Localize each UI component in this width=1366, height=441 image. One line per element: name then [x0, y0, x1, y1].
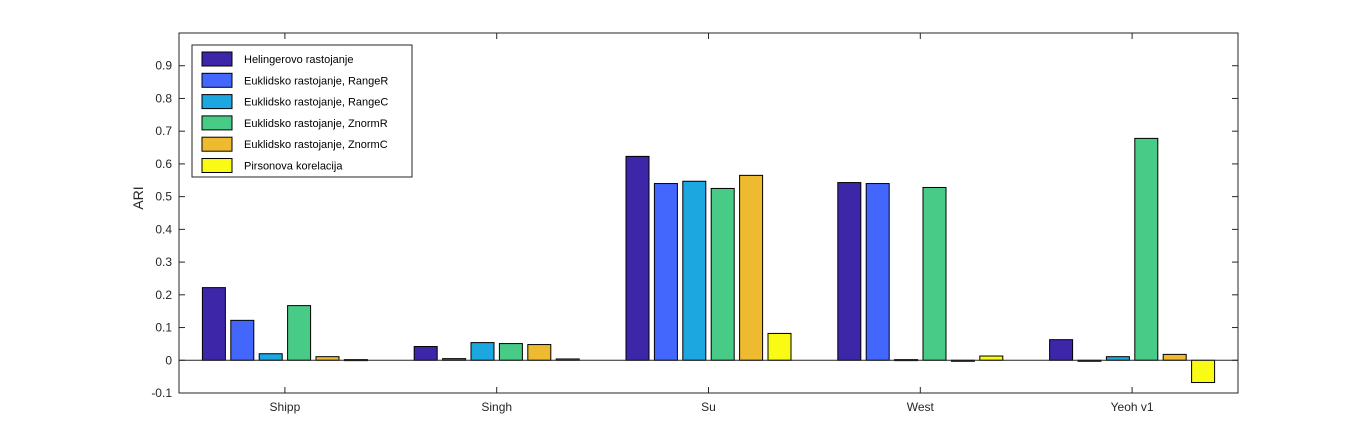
- bar: [230, 319, 255, 361]
- x-tick-label: Shipp: [270, 400, 301, 414]
- bar: [865, 183, 890, 361]
- legend: Helingerovo rastojanje Euklidsko rastojan…: [191, 44, 413, 178]
- bar: [922, 186, 947, 361]
- bar: [498, 343, 523, 361]
- y-tick-label: 0.1: [155, 321, 172, 335]
- x-tick-label: Singh: [481, 400, 512, 414]
- y-tick-label: -0.1: [151, 386, 172, 400]
- legend-label: Euklidsko rastojanje, RangeC: [244, 97, 388, 109]
- bar: [739, 174, 764, 361]
- x-axis: Shipp Singh Su West Yeoh v1: [270, 33, 1154, 414]
- y-tick-label: 0.7: [155, 124, 172, 138]
- x-tick-label: West: [907, 400, 935, 414]
- y-tick-label: 0.8: [155, 91, 172, 105]
- legend-box: [191, 44, 413, 178]
- bar: [527, 344, 552, 361]
- bar: [653, 183, 678, 361]
- legend-label: Euklidsko rastojanje, RangeR: [244, 75, 388, 87]
- x-tick-label: Su: [701, 400, 716, 414]
- bar: [287, 305, 312, 361]
- x-tick-label: Yeoh v1: [1111, 400, 1154, 414]
- bar: [201, 287, 226, 361]
- bar: [1191, 359, 1216, 384]
- y-axis: -0.1 0 0.1 0.2 0.3 0.4 0.5 0.6 0.7 0.8 0.9: [151, 59, 1238, 400]
- y-tick-label: 0.9: [155, 59, 172, 73]
- legend-swatch: [201, 51, 233, 67]
- bar: [837, 182, 862, 361]
- bar: [625, 155, 650, 361]
- bar: [710, 187, 735, 361]
- y-axis-label: ARI: [130, 186, 146, 209]
- bar: [1134, 137, 1159, 361]
- y-tick-label: 0.3: [155, 255, 172, 269]
- y-tick-label: 0.2: [155, 288, 172, 302]
- legend-swatch: [201, 72, 233, 88]
- bar: [413, 346, 438, 361]
- legend-label: Pirsonova korelacija: [244, 161, 343, 173]
- y-tick-label: 0.5: [155, 190, 172, 204]
- legend-label: Euklidsko rastojanje, ZnormR: [244, 118, 388, 130]
- bar: [682, 180, 707, 361]
- bar: [1105, 356, 1130, 361]
- bar: [470, 342, 495, 361]
- bar: [1049, 339, 1074, 361]
- y-tick-label: 0: [165, 353, 172, 367]
- bar: [258, 353, 283, 361]
- y-tick-label: 0.6: [155, 157, 172, 171]
- bar: [315, 356, 340, 361]
- legend-swatch: [201, 136, 233, 152]
- legend-label: Helingerovo rastojanje: [244, 54, 353, 66]
- legend-swatch: [201, 94, 233, 110]
- bar: [979, 355, 1004, 361]
- bar: [767, 332, 792, 361]
- y-tick-label: 0.4: [155, 222, 172, 236]
- legend-swatch: [201, 158, 233, 173]
- legend-swatch: [201, 115, 233, 131]
- bar: [1162, 353, 1187, 361]
- legend-label: Euklidsko rastojanje, ZnormC: [244, 139, 388, 151]
